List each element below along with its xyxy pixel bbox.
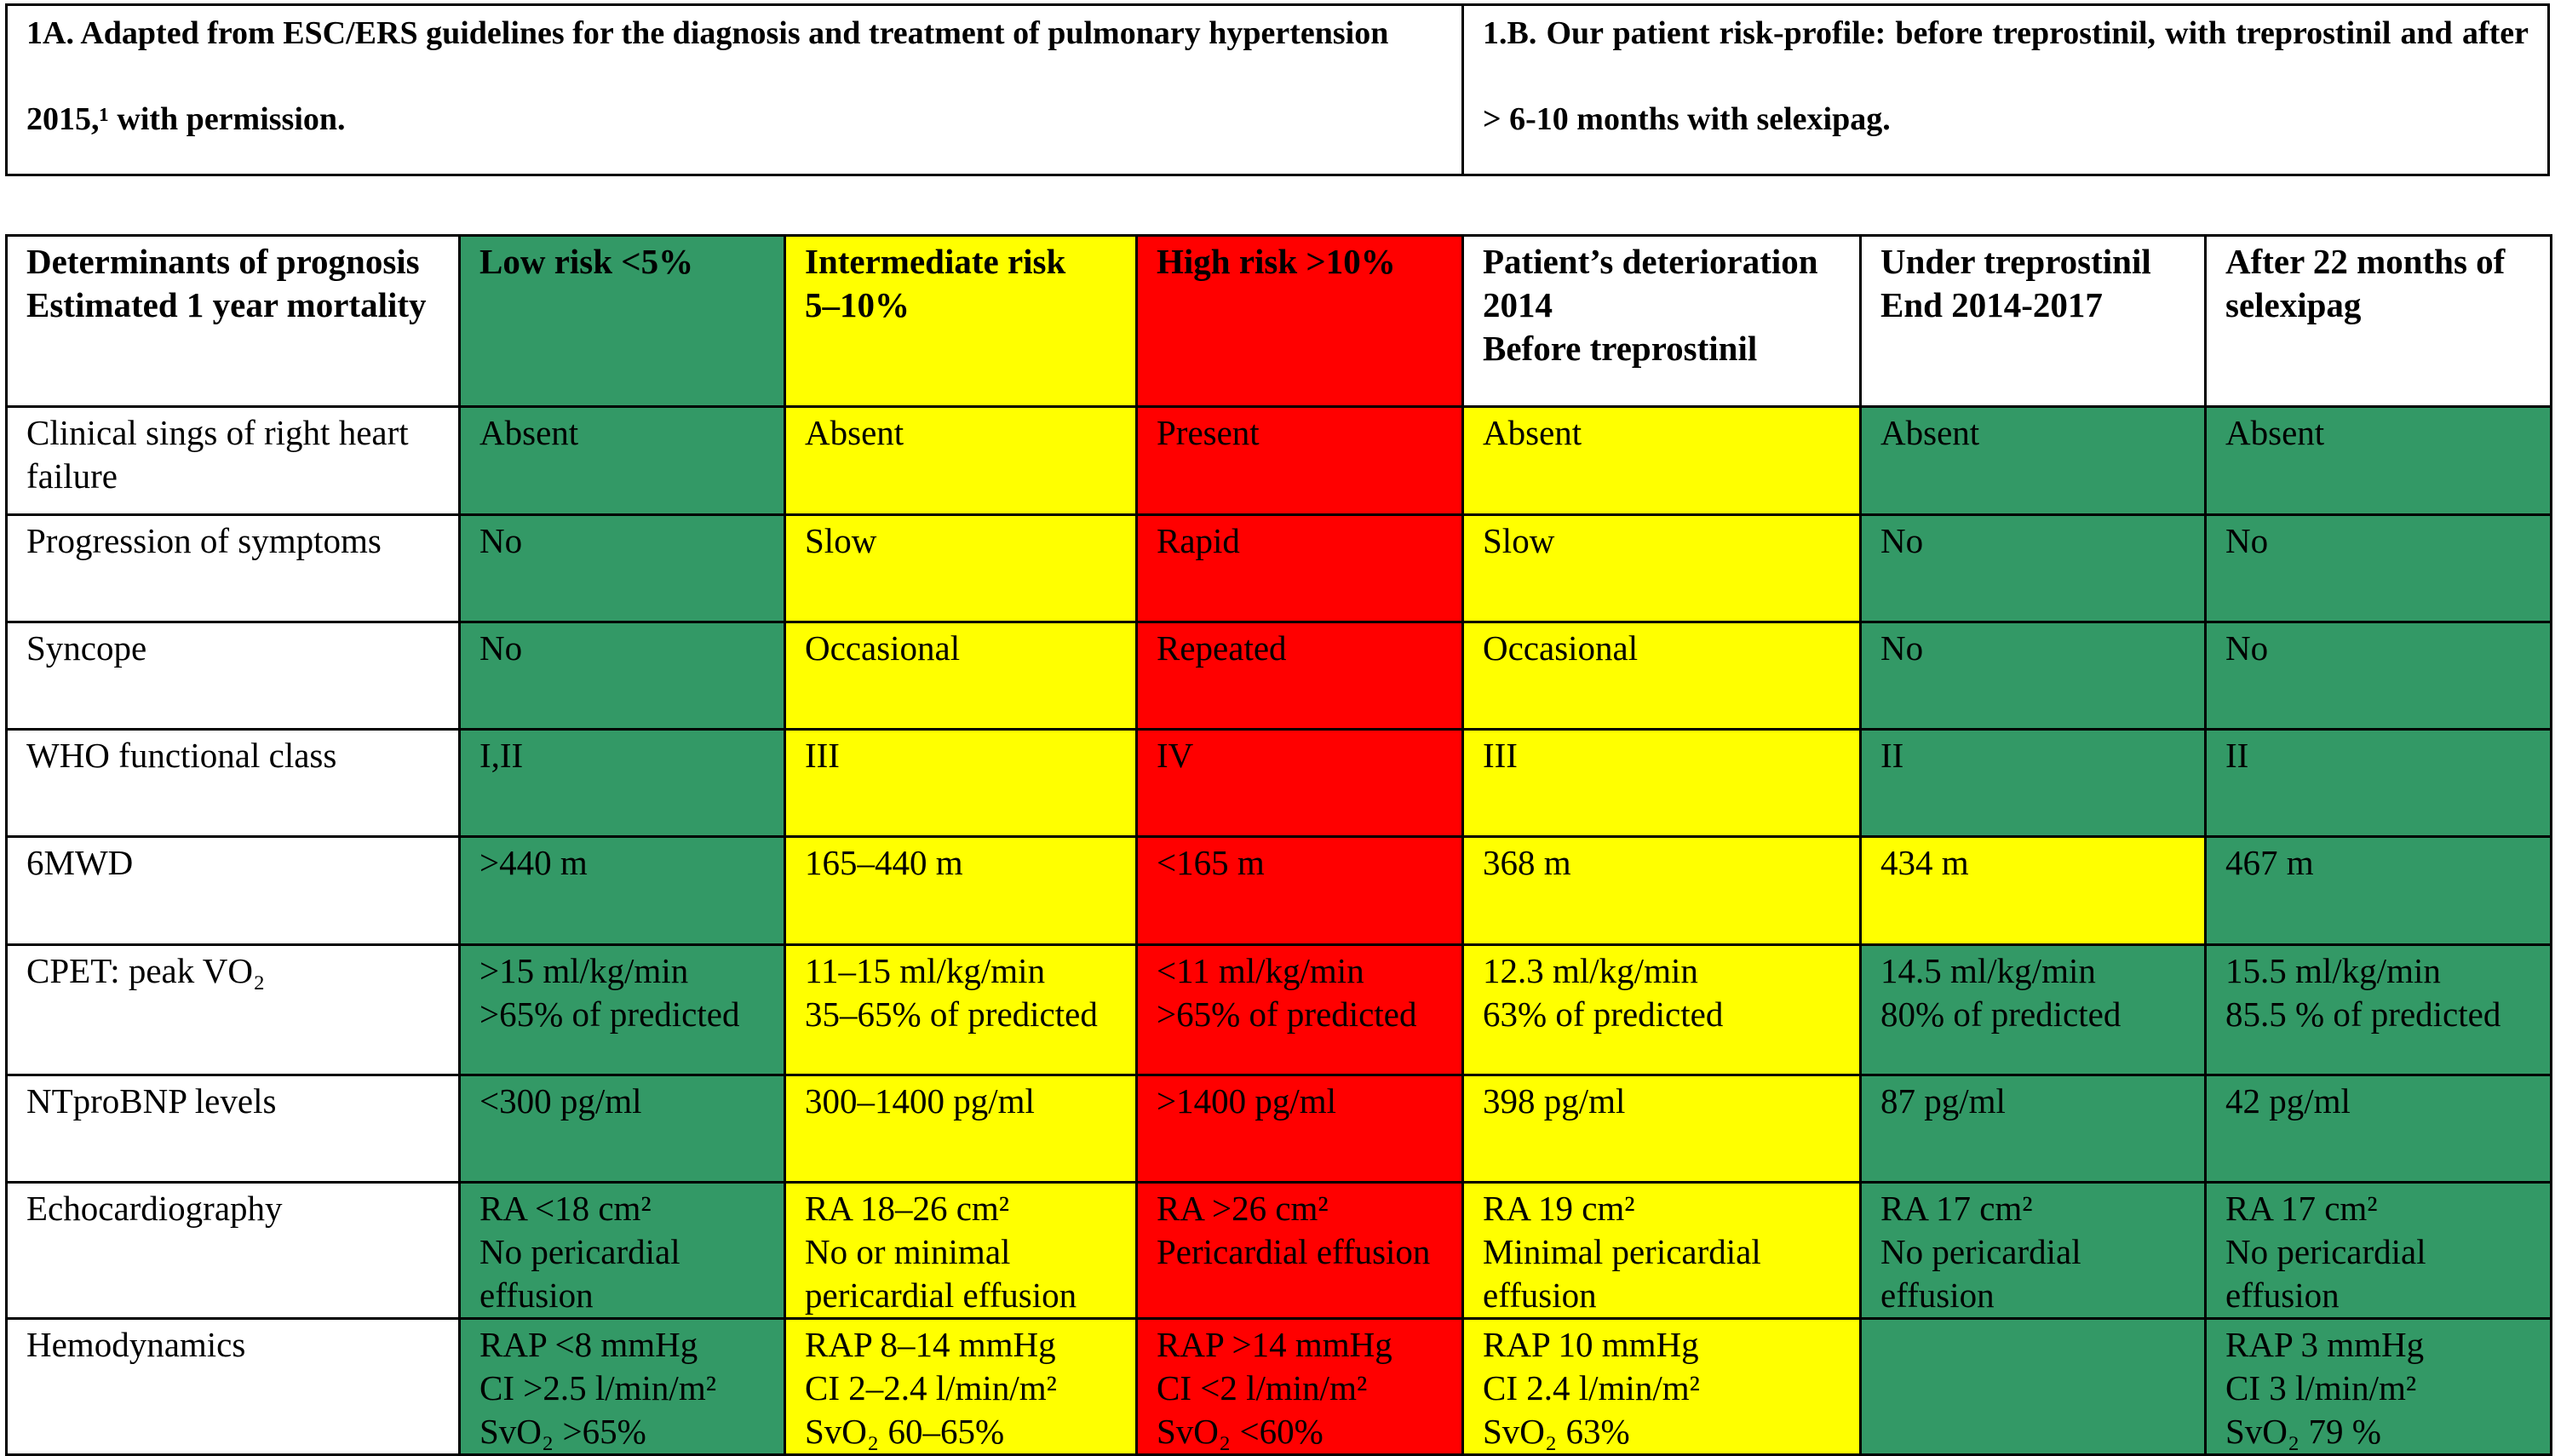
table-cell: NTproBNP levels (5, 1074, 461, 1184)
table-cell: RAP 3 mmHg CI 3 l/min/m² SvO₂ 79 % (2204, 1317, 2552, 1456)
table-cell (1859, 1317, 2207, 1456)
table-cell: III (1461, 728, 1862, 838)
table-cell: 368 m (1461, 835, 1862, 946)
table-cell: WHO functional class (5, 728, 461, 838)
table-cell: 467 m (2204, 835, 2552, 946)
table-cell: RA >26 cm² Pericardial effusion (1135, 1181, 1464, 1320)
header-cell: High risk >10% (1135, 234, 1464, 408)
risk-table: Determinants of prognosis Estimated 1 ye… (5, 234, 2552, 1456)
table-cell: Slow (784, 513, 1138, 623)
table-cell: III (784, 728, 1138, 838)
table-cell: RAP 8–14 mmHg CI 2–2.4 l/min/m² SvO₂ 60–… (784, 1317, 1138, 1456)
caption-text: 1A. Adapted from ESC/ERS guidelines for … (26, 15, 1389, 137)
caption-text: 1.B. Our patient risk-profile: before tr… (1483, 15, 2529, 137)
table-cell: Occasional (784, 621, 1138, 731)
table-cell: RA 18–26 cm² No or minimal pericardial e… (784, 1181, 1138, 1320)
table-row: Syncope No Occasional Repeated Occasional No N… (5, 621, 2552, 731)
table-cell: RA 19 cm² Minimal pericardial effusion (1461, 1181, 1862, 1320)
table-cell: Rapid (1135, 513, 1464, 623)
table-cell: Absent (1461, 405, 1862, 516)
table-cell: Absent (458, 405, 786, 516)
header-cell: Under treprostinil End 2014-2017 (1859, 234, 2207, 408)
table-cell: 300–1400 pg/ml (784, 1074, 1138, 1184)
table-cell: No (2204, 513, 2552, 623)
table-cell: RAP 10 mmHg CI 2.4 l/min/m² SvO₂ 63% (1461, 1317, 1862, 1456)
table-cell: <300 pg/ml (458, 1074, 786, 1184)
table-cell: Clinical sings of right heart failure (5, 405, 461, 516)
table-cell: 11–15 ml/kg/min 35–65% of predicted (784, 943, 1138, 1076)
table-cell: Progression of symptoms (5, 513, 461, 623)
table-cell: >440 m (458, 835, 786, 946)
table-row: Clinical sings of right heart failure Abs… (5, 405, 2552, 516)
header-cell: Intermediate risk 5–10% (784, 234, 1138, 408)
table-row: 6MWD >440 m 165–440 m <165 m 368 m 434 m 467 m (5, 835, 2552, 946)
table-cell: RA 17 cm² No pericardial effusion (2204, 1181, 2552, 1320)
table-cell: No (458, 621, 786, 731)
table-cell: I,II (458, 728, 786, 838)
table-cell: CPET: peak VO₂ (5, 943, 461, 1076)
table-cell: II (2204, 728, 2552, 838)
table-cell: RAP >14 mmHg CI <2 l/min/m² SvO₂ <60% (1135, 1317, 1464, 1456)
table-row: NTproBNP levels <300 pg/ml 300–1400 pg/ml >… (5, 1074, 2552, 1184)
table-row: Progression of symptoms No Slow Rapid Slow No… (5, 513, 2552, 623)
caption-left: 1A. Adapted from ESC/ERS guidelines for … (8, 6, 1464, 174)
header-cell: After 22 months of selexipag (2204, 234, 2552, 408)
table-cell: Present (1135, 405, 1464, 516)
table-cell: >1400 pg/ml (1135, 1074, 1464, 1184)
table-cell: 165–440 m (784, 835, 1138, 946)
table-cell: Absent (784, 405, 1138, 516)
table-cell: 12.3 ml/kg/min 63% of predicted (1461, 943, 1862, 1076)
caption-box: 1A. Adapted from ESC/ERS guidelines for … (5, 3, 2550, 176)
header-cell: Determinants of prognosis Estimated 1 ye… (5, 234, 461, 408)
header-cell: Low risk <5% (458, 234, 786, 408)
header-row: Determinants of prognosis Estimated 1 ye… (5, 234, 2552, 408)
table-cell: Hemodynamics (5, 1317, 461, 1456)
table-cell: 14.5 ml/kg/min 80% of predicted (1859, 943, 2207, 1076)
table-row: WHO functional class I,II III IV III II II (5, 728, 2552, 838)
table-cell: II (1859, 728, 2207, 838)
table-cell: RAP <8 mmHg CI >2.5 l/min/m² SvO₂ >65% (458, 1317, 786, 1456)
table-cell: Occasional (1461, 621, 1862, 731)
table-cell: Syncope (5, 621, 461, 731)
table-cell: <11 ml/kg/min >65% of predicted (1135, 943, 1464, 1076)
table-cell: No (458, 513, 786, 623)
table-row: CPET: peak VO₂ >15 ml/kg/min >65% of pred… (5, 943, 2552, 1076)
table-cell: 434 m (1859, 835, 2207, 946)
table-cell: 42 pg/ml (2204, 1074, 2552, 1184)
table-cell: 87 pg/ml (1859, 1074, 2207, 1184)
table-cell: 6MWD (5, 835, 461, 946)
table-cell: Absent (2204, 405, 2552, 516)
table-cell: 15.5 ml/kg/min 85.5 % of predicted (2204, 943, 2552, 1076)
table-cell: Echocardiography (5, 1181, 461, 1320)
table-cell: Absent (1859, 405, 2207, 516)
table-cell: IV (1135, 728, 1464, 838)
caption-right: 1.B. Our patient risk-profile: before tr… (1464, 6, 2547, 174)
header-cell: Patient’s deterioration 2014 Before trep… (1461, 234, 1862, 408)
table-cell: Slow (1461, 513, 1862, 623)
table-cell: No (1859, 621, 2207, 731)
table-cell: <165 m (1135, 835, 1464, 946)
table-cell: No (1859, 513, 2207, 623)
table-row: Echocardiography RA <18 cm² No pericardia… (5, 1181, 2552, 1320)
table-cell: No (2204, 621, 2552, 731)
table-cell: Repeated (1135, 621, 1464, 731)
table-row: Hemodynamics RAP <8 mmHg CI >2.5 l/min/m²… (5, 1317, 2552, 1456)
table-cell: 398 pg/ml (1461, 1074, 1862, 1184)
table-cell: RA <18 cm² No pericardial effusion (458, 1181, 786, 1320)
table-cell: RA 17 cm² No pericardial effusion (1859, 1181, 2207, 1320)
table-cell: >15 ml/kg/min >65% of predicted (458, 943, 786, 1076)
